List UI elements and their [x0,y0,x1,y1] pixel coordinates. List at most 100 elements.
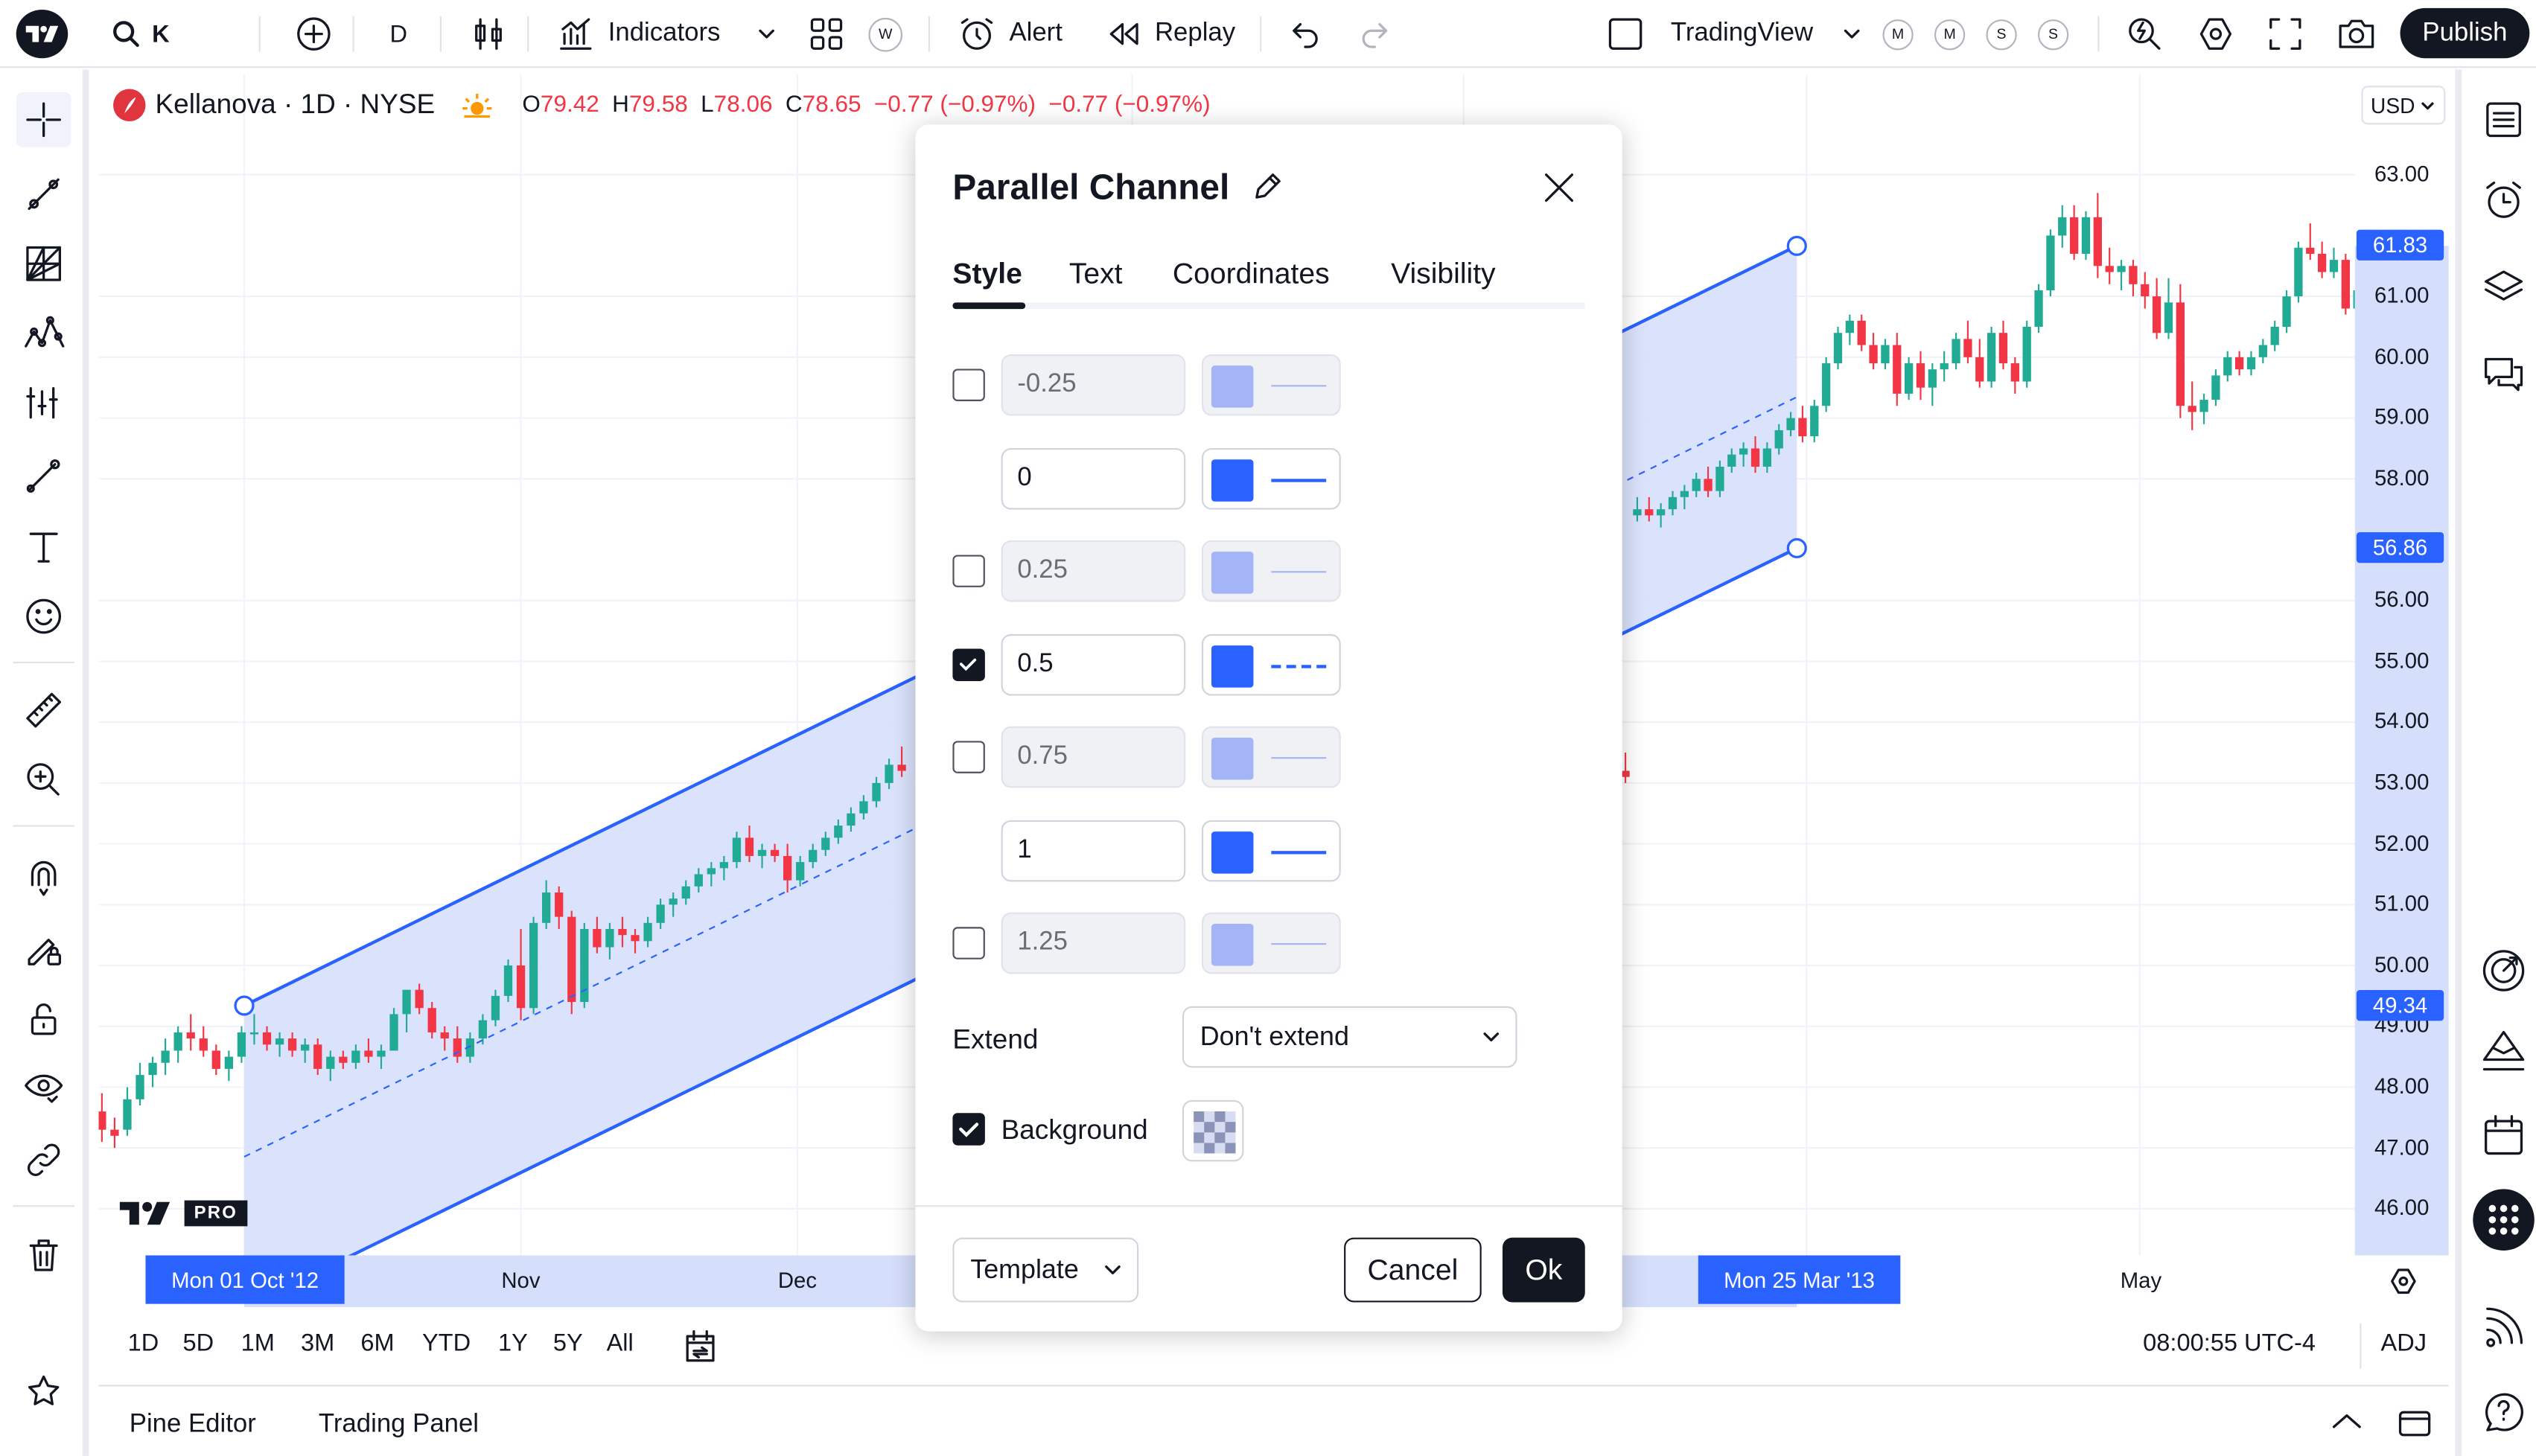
symbol-title[interactable]: Kellanova · 1D · NYSE [155,89,436,120]
replay-button[interactable]: Replay [1106,13,1235,55]
axis-settings-button[interactable] [2387,1265,2419,1297]
sync-drawings-tool[interactable] [16,1132,71,1187]
channel-handle[interactable] [234,995,255,1016]
fullscreen-button[interactable] [2267,13,2303,55]
interval-button[interactable]: D [389,20,408,48]
lock-drawing-mode-tool[interactable] [16,921,71,976]
text-tool[interactable] [16,520,71,575]
brush-tool[interactable] [16,448,71,503]
zoom-in-tool[interactable] [16,753,71,808]
avatar-2[interactable]: M [1934,13,1966,55]
range-5d[interactable]: 5D [182,1329,214,1358]
ideas-button[interactable] [2476,943,2532,998]
level-value-input[interactable]: 0 [1001,447,1186,509]
prediction-tool[interactable] [16,375,71,430]
quick-search-button[interactable] [2125,13,2164,55]
range-all[interactable]: All [606,1329,634,1358]
indicators-dropdown[interactable] [755,13,777,55]
crosshair-tool[interactable] [16,92,71,147]
magnet-tool[interactable] [16,852,71,907]
layout-button[interactable]: TradingView [1606,13,1813,55]
level-checkbox[interactable] [952,927,985,960]
tab-text[interactable]: Text [1068,257,1123,290]
range-6m[interactable]: 6M [360,1329,395,1358]
avatar-1[interactable]: M [1882,13,1914,55]
redo-button[interactable] [1359,13,1391,55]
price-axis[interactable]: 63.00 61.00 60.00 59.00 58.00 56.00 55.00 54.00… [2354,74,2449,1256]
go-to-date-button[interactable] [681,1326,719,1365]
favorites-tool[interactable] [16,1364,71,1419]
level-value-input[interactable]: 0.5 [1001,633,1186,695]
avatar-3[interactable]: S [1986,13,2017,55]
range-5y[interactable]: 5Y [552,1329,583,1358]
rename-button[interactable] [1250,168,1286,204]
level-style-swatch[interactable] [1201,912,1341,974]
cancel-button[interactable]: Cancel [1344,1237,1482,1303]
level-style-swatch[interactable] [1201,726,1341,788]
watchlist-button[interactable] [2476,92,2532,147]
tab-pine-editor[interactable]: Pine Editor [129,1411,256,1439]
gann-tool[interactable] [16,236,71,291]
remove-drawings-tool[interactable] [16,1228,71,1283]
avatar-4[interactable]: S [2037,13,2069,55]
alerts-button[interactable] [2476,173,2532,229]
background-checkbox[interactable] [952,1113,985,1146]
compare-button[interactable] [294,13,333,55]
level-value-input[interactable]: 0.25 [1001,540,1186,602]
streams-button[interactable] [2476,1299,2532,1354]
range-3m[interactable]: 3M [301,1329,335,1358]
template-dropdown[interactable]: Template [952,1237,1139,1303]
alert-button[interactable]: Alert [958,13,1062,55]
extend-select[interactable]: Don't extend [1182,1006,1517,1068]
ruler-tool[interactable] [16,683,71,738]
level-checkbox[interactable] [952,648,985,680]
background-color-swatch[interactable] [1182,1099,1244,1162]
emoji-tool[interactable] [16,589,71,644]
level-style-swatch[interactable] [1201,447,1341,509]
lock-all-tool[interactable] [16,992,71,1047]
settings-button[interactable] [2196,13,2235,55]
tab-style[interactable]: Style [952,257,1022,290]
trend-line-tool[interactable] [16,167,71,222]
currency-selector[interactable]: USD [2361,86,2446,125]
range-1d[interactable]: 1D [127,1329,159,1358]
maximize-panel-button[interactable] [2397,1406,2433,1442]
calendar-button[interactable] [2476,1108,2532,1163]
layout-dropdown[interactable] [1841,13,1863,55]
level-value-input[interactable]: 1 [1001,819,1186,881]
help-button[interactable] [2476,1383,2532,1438]
symbol-search-button[interactable]: K [110,13,170,55]
close-button[interactable] [1540,168,1578,207]
adj-toggle[interactable]: ADJ [2380,1329,2427,1358]
hide-drawings-tool[interactable] [16,1060,71,1115]
publish-button[interactable]: Publish [2400,7,2530,59]
screenshot-button[interactable] [2336,13,2377,55]
level-style-swatch[interactable] [1201,540,1341,602]
chart-type-button[interactable] [469,13,508,55]
level-value-input[interactable]: 0.75 [1001,726,1186,788]
watchlist-badge[interactable]: W [868,13,903,55]
range-1y[interactable]: 1Y [498,1329,528,1358]
tab-trading-panel[interactable]: Trading Panel [318,1411,480,1439]
level-checkbox[interactable] [952,741,985,773]
apps-button[interactable] [2473,1189,2535,1251]
level-style-swatch[interactable] [1201,354,1341,416]
pine-button[interactable] [2476,1024,2532,1079]
clock[interactable]: 08:00:55 UTC-4 [2143,1329,2316,1358]
indicators-button[interactable]: Indicators [556,13,720,55]
channel-handle[interactable] [1786,235,1807,256]
level-style-swatch[interactable] [1201,819,1341,881]
level-checkbox[interactable] [952,368,985,401]
tab-coordinates[interactable]: Coordinates [1172,257,1330,290]
level-value-input[interactable]: -0.25 [1001,354,1186,416]
level-checkbox[interactable] [952,555,985,587]
templates-button[interactable] [809,13,844,55]
undo-button[interactable] [1289,13,1321,55]
object-tree-button[interactable] [2476,261,2532,316]
level-style-swatch[interactable] [1201,633,1341,695]
range-ytd[interactable]: YTD [421,1329,471,1358]
chats-button[interactable] [2476,348,2532,403]
tab-visibility[interactable]: Visibility [1391,257,1496,290]
channel-handle[interactable] [1786,537,1807,559]
tradingview-logo[interactable] [16,10,69,59]
